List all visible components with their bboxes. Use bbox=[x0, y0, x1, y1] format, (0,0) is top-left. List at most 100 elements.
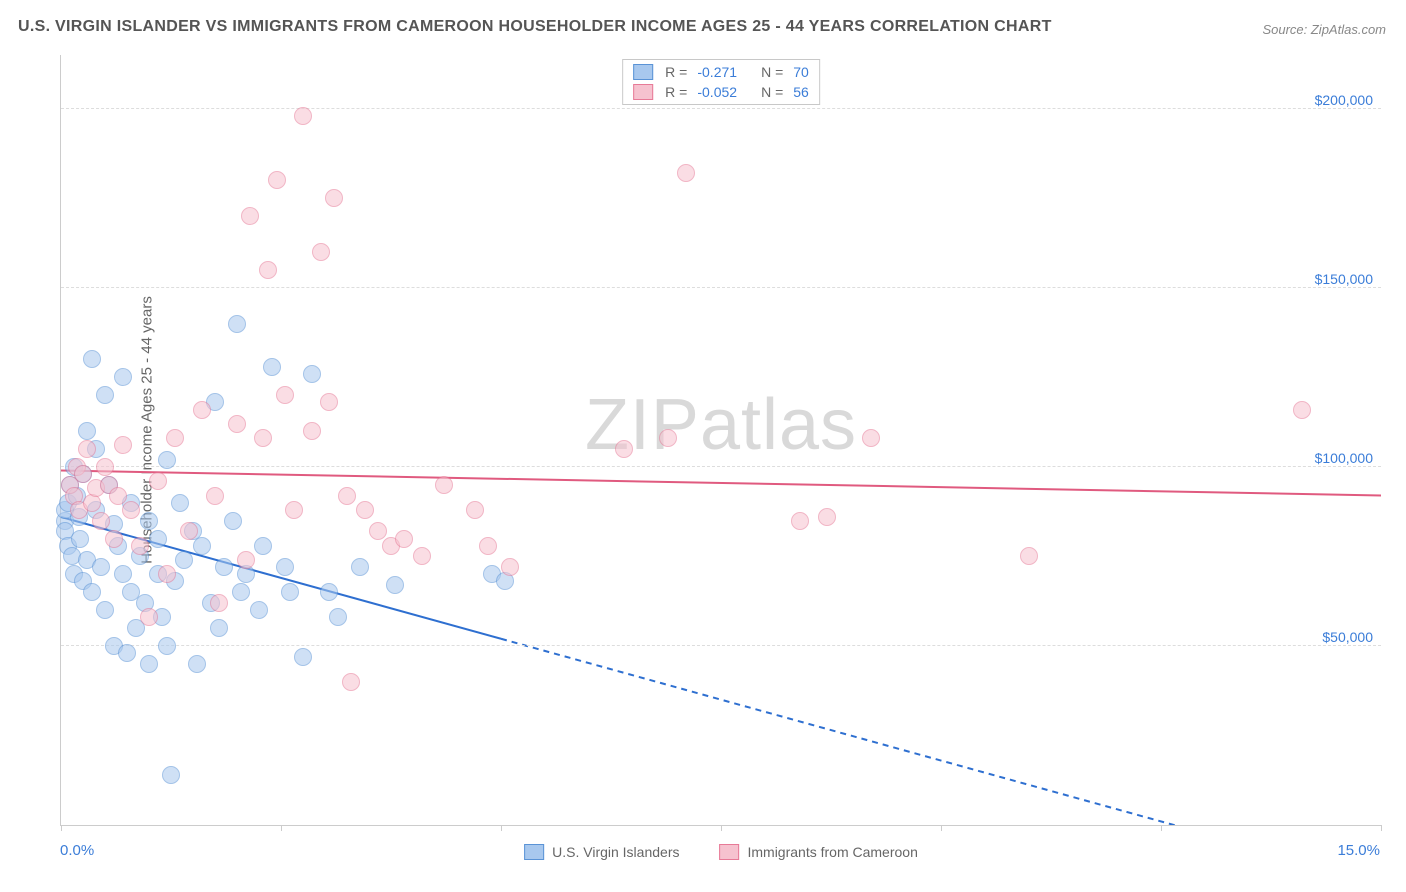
data-point bbox=[276, 386, 294, 404]
data-point bbox=[791, 512, 809, 530]
data-point bbox=[149, 530, 167, 548]
data-point bbox=[356, 501, 374, 519]
data-point bbox=[320, 583, 338, 601]
data-point bbox=[342, 673, 360, 691]
data-point bbox=[149, 472, 167, 490]
data-point bbox=[210, 594, 228, 612]
gridline bbox=[61, 645, 1381, 646]
data-point bbox=[162, 766, 180, 784]
data-point bbox=[96, 458, 114, 476]
data-point bbox=[386, 576, 404, 594]
data-point bbox=[338, 487, 356, 505]
series-legend: U.S. Virgin Islanders Immigrants from Cam… bbox=[524, 844, 918, 860]
data-point bbox=[114, 368, 132, 386]
data-point bbox=[501, 558, 519, 576]
data-point bbox=[395, 530, 413, 548]
legend-label: Immigrants from Cameroon bbox=[747, 844, 917, 860]
correlation-legend: R =-0.271N =70R =-0.052N =56 bbox=[622, 59, 820, 105]
data-point bbox=[259, 261, 277, 279]
data-point bbox=[254, 429, 272, 447]
legend-swatch bbox=[719, 844, 739, 860]
r-value: -0.271 bbox=[697, 64, 737, 80]
data-point bbox=[210, 619, 228, 637]
data-point bbox=[677, 164, 695, 182]
data-point bbox=[96, 601, 114, 619]
legend-row: R =-0.052N =56 bbox=[623, 82, 819, 102]
data-point bbox=[114, 436, 132, 454]
chart-title: U.S. VIRGIN ISLANDER VS IMMIGRANTS FROM … bbox=[18, 18, 1052, 36]
x-tick bbox=[281, 825, 282, 831]
n-value: 70 bbox=[793, 64, 809, 80]
data-point bbox=[158, 565, 176, 583]
data-point bbox=[193, 401, 211, 419]
y-tick-label: $50,000 bbox=[1322, 629, 1373, 645]
data-point bbox=[180, 522, 198, 540]
legend-swatch bbox=[633, 64, 653, 80]
data-point bbox=[413, 547, 431, 565]
data-point bbox=[659, 429, 677, 447]
data-point bbox=[140, 608, 158, 626]
data-point bbox=[250, 601, 268, 619]
data-point bbox=[228, 415, 246, 433]
data-point bbox=[369, 522, 387, 540]
x-axis-start-label: 0.0% bbox=[60, 842, 94, 859]
data-point bbox=[435, 476, 453, 494]
legend-item: U.S. Virgin Islanders bbox=[524, 844, 679, 860]
data-point bbox=[329, 608, 347, 626]
data-point bbox=[78, 440, 96, 458]
x-tick bbox=[61, 825, 62, 831]
data-point bbox=[188, 655, 206, 673]
n-value: 56 bbox=[793, 84, 809, 100]
scatter-plot: ZIPatlas R =-0.271N =70R =-0.052N =56 U.… bbox=[60, 55, 1381, 826]
data-point bbox=[228, 315, 246, 333]
data-point bbox=[193, 537, 211, 555]
data-point bbox=[166, 429, 184, 447]
data-point bbox=[312, 243, 330, 261]
data-point bbox=[71, 530, 89, 548]
data-point bbox=[241, 207, 259, 225]
r-label: R = bbox=[665, 84, 687, 100]
data-point bbox=[171, 494, 189, 512]
data-point bbox=[325, 189, 343, 207]
x-axis-end-label: 15.0% bbox=[1337, 842, 1380, 859]
data-point bbox=[320, 393, 338, 411]
data-point bbox=[818, 508, 836, 526]
data-point bbox=[303, 422, 321, 440]
data-point bbox=[96, 386, 114, 404]
data-point bbox=[206, 487, 224, 505]
x-tick bbox=[501, 825, 502, 831]
data-point bbox=[254, 537, 272, 555]
data-point bbox=[131, 537, 149, 555]
n-label: N = bbox=[761, 84, 783, 100]
data-point bbox=[92, 558, 110, 576]
data-point bbox=[215, 558, 233, 576]
data-point bbox=[105, 530, 123, 548]
data-point bbox=[140, 512, 158, 530]
gridline bbox=[61, 108, 1381, 109]
data-point bbox=[263, 358, 281, 376]
data-point bbox=[83, 350, 101, 368]
gridline bbox=[61, 466, 1381, 467]
data-point bbox=[224, 512, 242, 530]
gridline bbox=[61, 287, 1381, 288]
x-tick bbox=[941, 825, 942, 831]
data-point bbox=[140, 655, 158, 673]
legend-row: R =-0.271N =70 bbox=[623, 62, 819, 82]
x-tick bbox=[1381, 825, 1382, 831]
data-point bbox=[466, 501, 484, 519]
y-tick-label: $150,000 bbox=[1315, 271, 1373, 287]
legend-swatch bbox=[633, 84, 653, 100]
y-tick-label: $200,000 bbox=[1315, 92, 1373, 108]
y-tick-label: $100,000 bbox=[1315, 450, 1373, 466]
data-point bbox=[351, 558, 369, 576]
legend-label: U.S. Virgin Islanders bbox=[552, 844, 679, 860]
data-point bbox=[158, 451, 176, 469]
data-point bbox=[158, 637, 176, 655]
data-point bbox=[114, 565, 132, 583]
data-point bbox=[294, 107, 312, 125]
legend-swatch bbox=[524, 844, 544, 860]
data-point bbox=[862, 429, 880, 447]
data-point bbox=[109, 487, 127, 505]
data-point bbox=[122, 501, 140, 519]
data-point bbox=[268, 171, 286, 189]
